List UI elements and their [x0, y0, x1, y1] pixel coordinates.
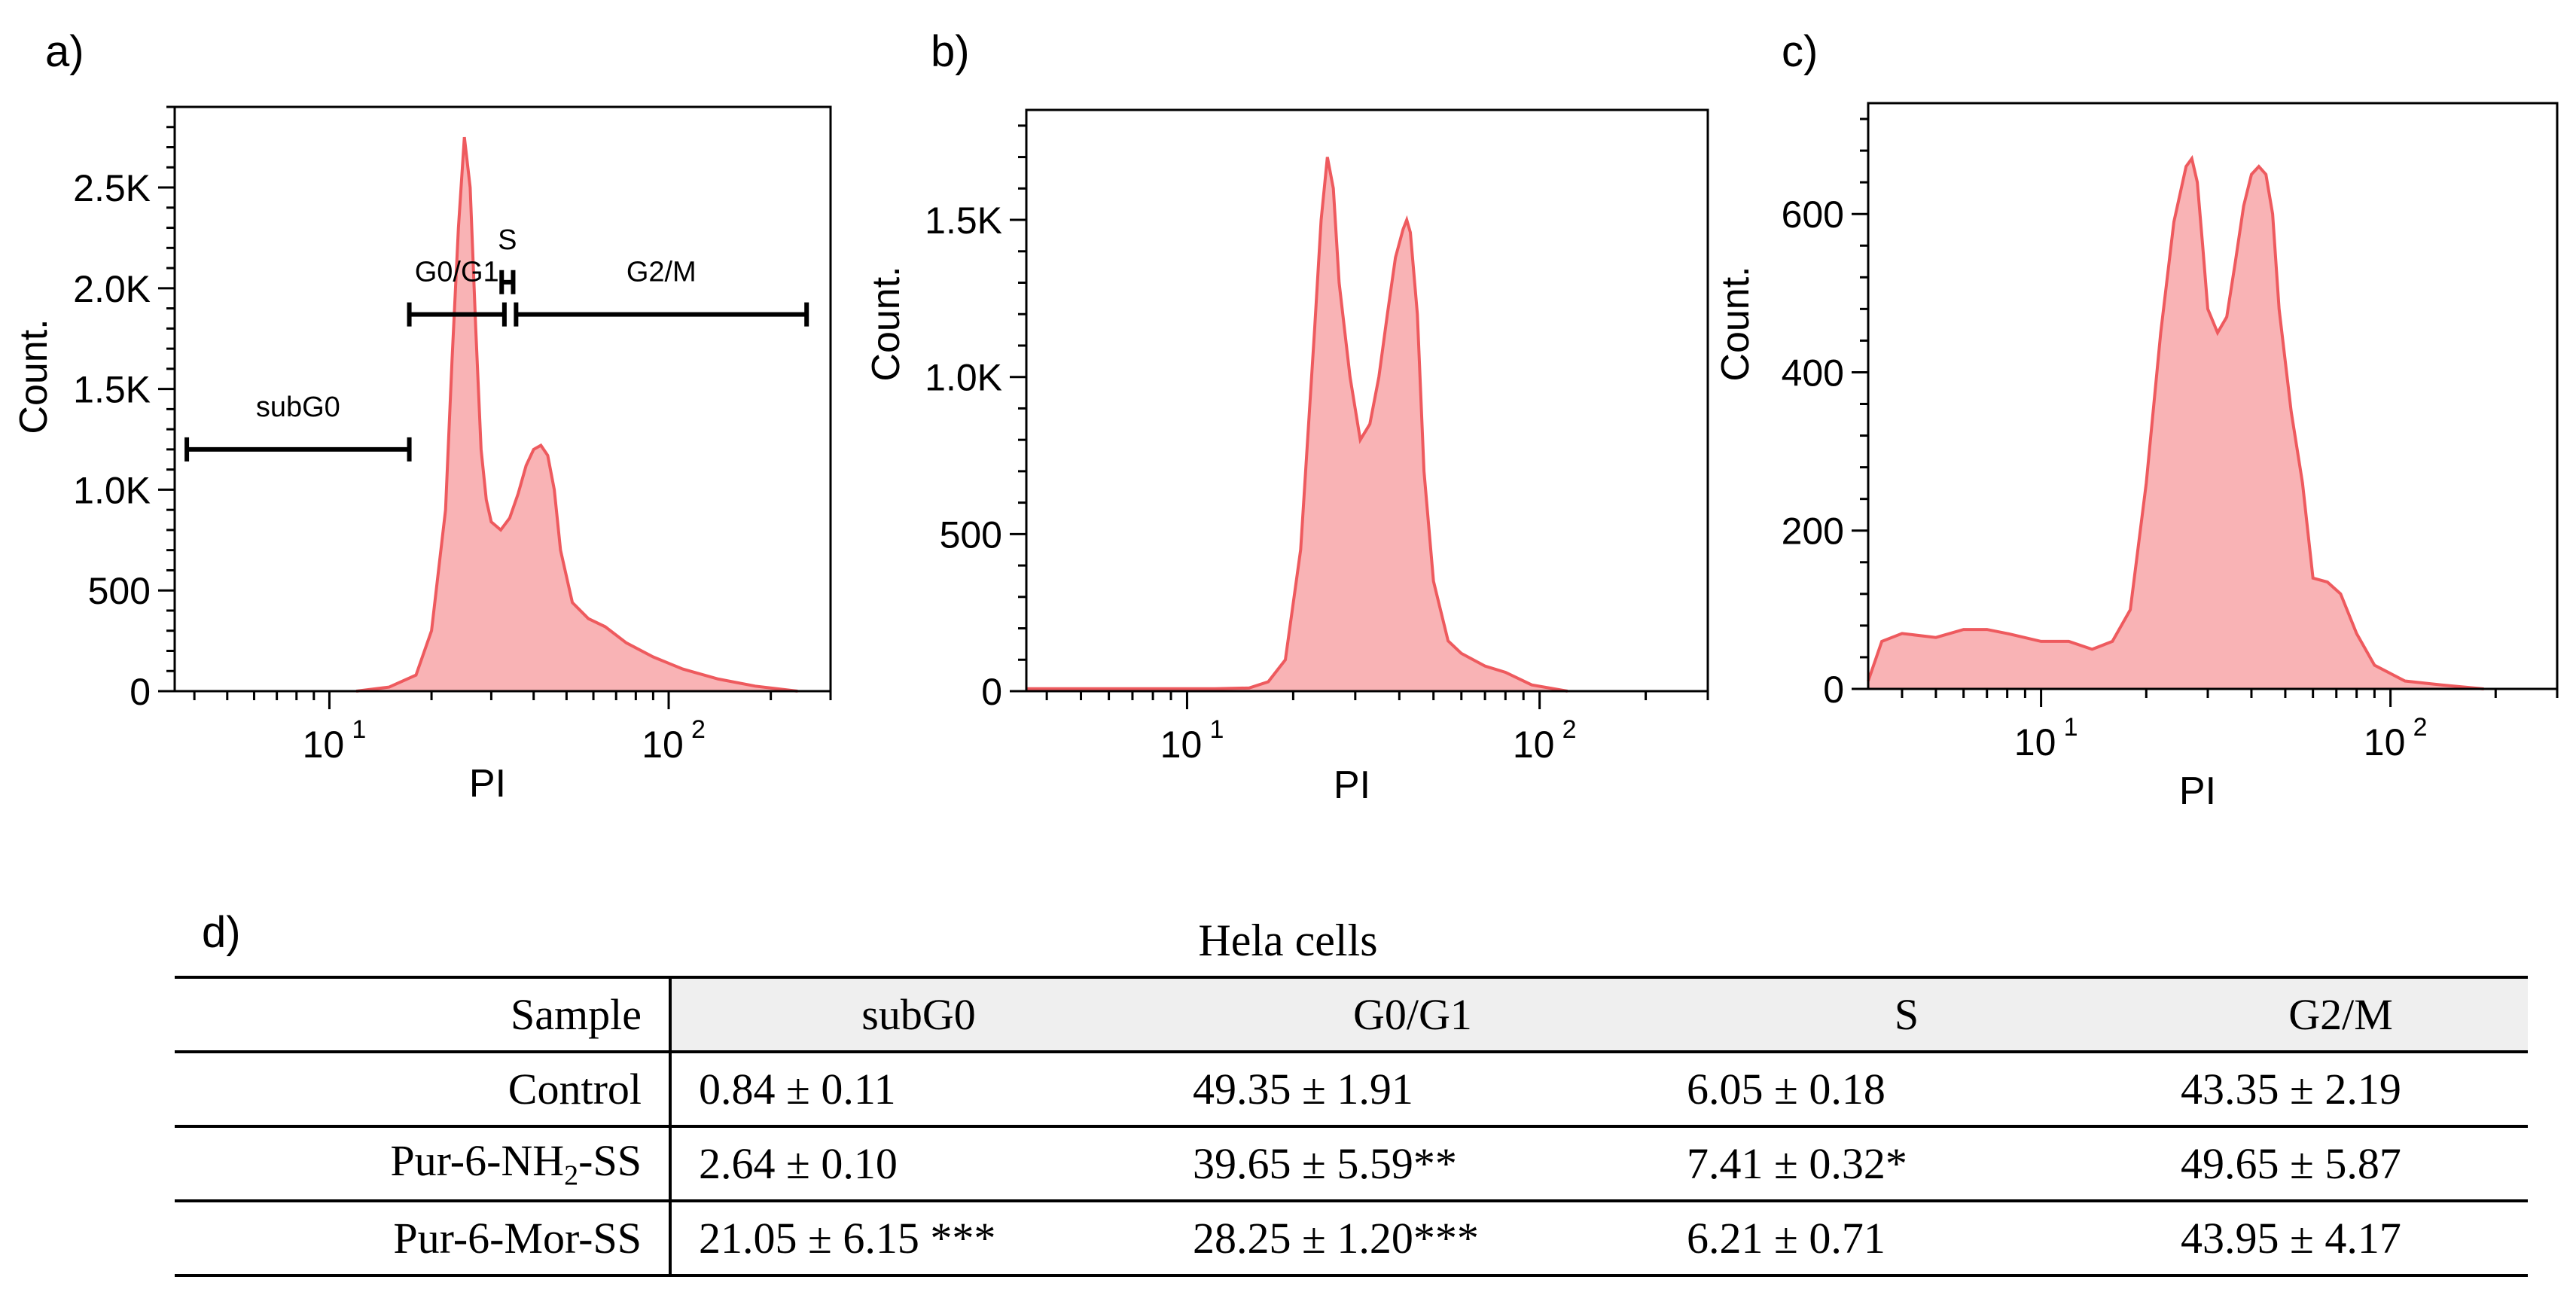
table-cell: 0.84 ± 0.11 — [699, 1065, 896, 1114]
gate-g2-m: G2/M — [514, 257, 809, 327]
y-tick-label: 1.0K — [73, 469, 151, 511]
row-label-control: Control — [175, 1052, 672, 1126]
y-tick-label: 2.5K — [73, 167, 151, 209]
histogram-line — [355, 136, 798, 693]
table-cell: 43.35 ± 2.19 — [2181, 1065, 2401, 1114]
table-cell: 21.05 ± 6.15 *** — [699, 1214, 996, 1263]
table-cell: 6.05 ± 0.18 — [1687, 1065, 1886, 1114]
y-tick-label: 1.5K — [73, 369, 151, 411]
table-cell: 39.65 ± 5.59** — [1193, 1139, 1457, 1188]
row-label-pur-6-nh2-ss: Pur-6-NH2-SS — [175, 1126, 672, 1201]
panel-label-d: d) — [202, 908, 241, 957]
table-header-row: Sample subG0 G0/G1 S G2/M — [175, 977, 2528, 1052]
histogram-area — [356, 137, 798, 692]
x-tick-exponent: 1 — [1209, 715, 1224, 744]
table-title: Hela cells — [1198, 916, 1378, 965]
x-tick-exponent: 2 — [1562, 715, 1577, 744]
x-tick-label: 10 — [2014, 721, 2056, 763]
y-axis-label: Count. — [864, 266, 908, 381]
x-axis-label: PI — [2179, 769, 2216, 813]
table-cell: 2.64 ± 0.10 — [699, 1139, 898, 1188]
column-header-subg0: subG0 — [670, 977, 1166, 1052]
y-tick-label: 500 — [940, 513, 1002, 556]
y-tick-label: 500 — [88, 570, 151, 612]
y-tick-label: 2.0K — [73, 268, 151, 310]
column-header-s: S — [1660, 977, 2154, 1052]
x-tick-label: 10 — [642, 724, 684, 766]
histogram-area — [1868, 158, 2484, 690]
histogram-area — [1026, 157, 1568, 692]
row-label-subscript: 2 — [564, 1159, 579, 1192]
x-tick-exponent: 1 — [352, 715, 366, 744]
gate-g0-g1: G0/G1 — [407, 257, 507, 327]
y-tick-label: 1.0K — [925, 357, 1002, 399]
x-axis-label: PI — [469, 762, 506, 806]
y-tick-label: 0 — [130, 671, 151, 713]
gate-label: S — [498, 224, 517, 256]
histogram-line — [1026, 157, 1568, 693]
x-tick-exponent: 2 — [691, 715, 706, 744]
cell-cycle-table: Sample subG0 G0/G1 S G2/M Control 0.84 ±… — [175, 976, 2528, 1277]
column-header-g0g1: G0/G1 — [1166, 977, 1660, 1052]
x-tick-label: 10 — [2364, 721, 2406, 763]
table-cell: 49.65 ± 5.87 — [2181, 1139, 2401, 1188]
plot-frame — [1867, 102, 2559, 690]
x-tick-exponent: 2 — [2413, 713, 2428, 742]
x-axis-label: PI — [1334, 763, 1370, 807]
table-cell: 28.25 ± 1.20*** — [1193, 1214, 1479, 1263]
table-row: Pur-6-NH2-SS 2.64 ± 0.10 39.65 ± 5.59** … — [175, 1126, 2528, 1201]
plot-frame — [1025, 108, 1709, 693]
x-tick-label: 10 — [1513, 724, 1555, 766]
table-row: Pur-6-Mor-SS 21.05 ± 6.15 *** 28.25 ± 1.… — [175, 1201, 2528, 1275]
column-header-sample: Sample — [175, 977, 672, 1052]
panel-label: b) — [931, 27, 970, 76]
y-tick-label: 0 — [1823, 669, 1844, 711]
y-tick-label: 400 — [1782, 352, 1844, 394]
x-tick-exponent: 1 — [2064, 713, 2078, 742]
x-tick-label: 10 — [1160, 724, 1203, 766]
gate-label: subG0 — [256, 392, 340, 423]
y-tick-label: 0 — [981, 671, 1002, 713]
table-cell: 6.21 ± 0.71 — [1687, 1214, 1886, 1263]
table-row: Control 0.84 ± 0.11 49.35 ± 1.91 6.05 ± … — [175, 1052, 2528, 1126]
panel-label: a) — [45, 27, 84, 76]
y-tick-label: 1.5K — [925, 200, 1002, 242]
gate-subg0: subG0 — [184, 392, 412, 462]
gate-label: G2/M — [626, 257, 697, 288]
row-label-pur-6-mor-ss: Pur-6-Mor-SS — [175, 1201, 672, 1275]
x-tick-label: 10 — [303, 724, 345, 766]
row-label-suffix: -SS — [578, 1135, 642, 1185]
gate-s: S — [498, 224, 517, 294]
gate-label: G0/G1 — [415, 257, 499, 288]
plot-frame — [173, 105, 832, 693]
panel-label: c) — [1782, 27, 1818, 76]
row-label-prefix: Pur-6-NH — [390, 1135, 565, 1185]
table-cell: 43.95 ± 4.17 — [2181, 1214, 2401, 1263]
y-tick-label: 600 — [1782, 193, 1844, 236]
y-tick-label: 200 — [1782, 510, 1844, 553]
table-cell: 49.35 ± 1.91 — [1193, 1065, 1413, 1114]
table-cell: 7.41 ± 0.32* — [1687, 1139, 1907, 1188]
column-header-g2m: G2/M — [2154, 977, 2528, 1052]
y-axis-label: Count. — [12, 318, 56, 434]
y-axis-label: Count. — [1714, 266, 1757, 381]
histogram-line — [1867, 154, 2484, 690]
